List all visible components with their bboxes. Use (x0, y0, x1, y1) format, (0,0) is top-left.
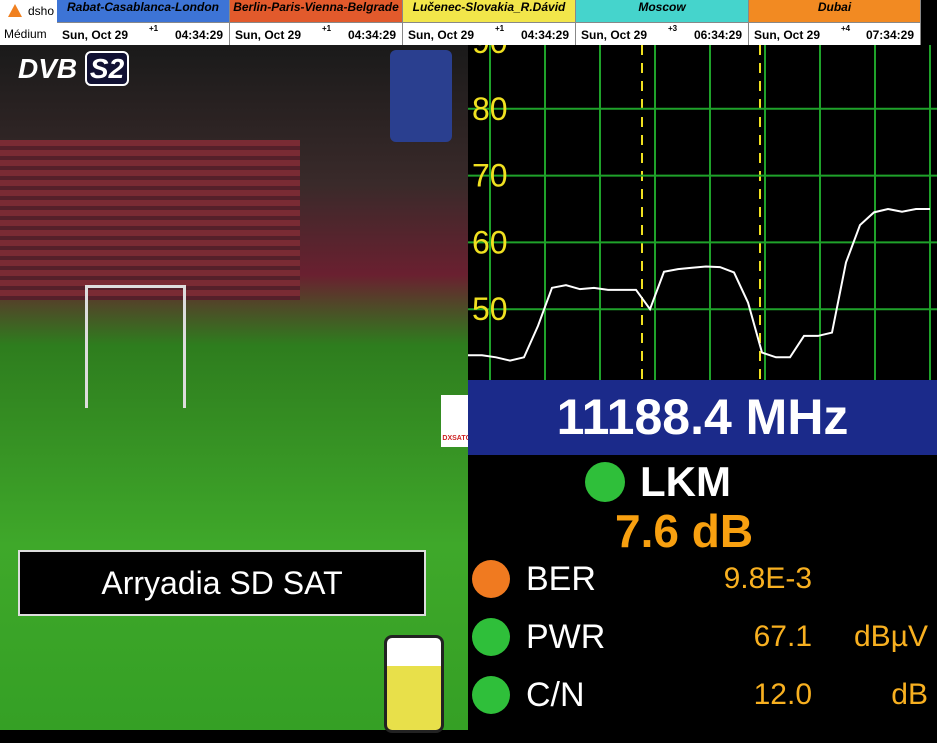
clock-row: Sun, Oct 29 +4 07:34:29 (749, 23, 920, 45)
ok-icon (472, 618, 510, 656)
time: 06:34:29 (693, 28, 742, 42)
date: Sun, Oct 29 (235, 28, 302, 42)
spectrum: 50 60 70 80 90 (468, 45, 937, 380)
lock-icon (585, 462, 625, 502)
time: 07:34:29 (865, 28, 914, 42)
clock-row: Sun, Oct 29 +3 06:34:29 (576, 23, 748, 45)
meas-unit: dBµV (854, 620, 928, 653)
offset: +1 (495, 24, 505, 33)
clock-row: Sun, Oct 29 +1 04:34:29 (403, 23, 575, 45)
city: Moscow (576, 0, 748, 23)
city: Dubai (749, 0, 920, 23)
meas-value: 67.1 (753, 620, 812, 653)
y-tick-label: 60 (472, 224, 508, 260)
clock: Lučenec-Slovakia_R.Dávid Sun, Oct 29 +1 04:… (403, 0, 576, 45)
date: Sun, Oct 29 (408, 28, 475, 42)
date: Sun, Oct 29 (754, 28, 821, 42)
meas-unit: dB (891, 678, 928, 711)
clock: Berlin-Paris-Vienna-Belgrade Sun, Oct 29 +… (230, 0, 403, 45)
app-cell: dsho Médium (0, 0, 57, 45)
app-name: dsho (28, 4, 55, 18)
offset: +3 (668, 24, 678, 33)
clock: Rabat-Casablanca-London Sun, Oct 29 +1 04:3… (57, 0, 230, 45)
battery (384, 635, 444, 733)
video: DVB S2 Arryadia SD SAT DXSATCS.COM (0, 45, 495, 733)
date: Sun, Oct 29 (62, 28, 129, 42)
city: Rabat-Casablanca-London (57, 0, 229, 23)
meas-value: 12.0 (753, 678, 812, 711)
trace (468, 207, 930, 362)
y-tick-label: 90 (472, 45, 508, 60)
offset: +1 (322, 24, 332, 33)
y-tick-label: 70 (472, 158, 508, 194)
lock-value: 7.6 dB (615, 505, 754, 557)
logo-dvb: DVB (18, 53, 78, 84)
meas-label: PWR (526, 618, 606, 656)
channel-name: Arryadia SD SAT (18, 550, 426, 616)
vlc-icon (8, 4, 22, 17)
offset: +1 (149, 24, 159, 33)
frequency: 11188.4 MHz (468, 380, 937, 455)
fail-icon (472, 560, 510, 598)
time: 04:34:29 (520, 28, 569, 42)
stands (0, 140, 300, 300)
clock: Moscow Sun, Oct 29 +3 06:34:29 (576, 0, 749, 45)
ok-icon (472, 676, 510, 714)
clock-row: Sun, Oct 29 +1 04:34:29 (230, 23, 402, 45)
lock-status: LKM (640, 458, 731, 505)
logo-s2: S2 (84, 51, 130, 86)
meas-label: C/N (526, 676, 585, 714)
channel-logo (390, 50, 452, 142)
clock-row: Sun, Oct 29 +1 04:34:29 (57, 23, 229, 45)
date: Sun, Oct 29 (581, 28, 648, 42)
y-tick-label: 80 (472, 91, 508, 127)
mode: Médium (4, 27, 47, 41)
offset: +4 (841, 24, 851, 33)
y-tick-label: 50 (472, 291, 508, 327)
meas-value: 9.8E-3 (723, 562, 812, 595)
time: 04:34:29 (174, 28, 223, 42)
city: Lučenec-Slovakia_R.Dávid (403, 0, 575, 23)
clock: Dubai Sun, Oct 29 +4 07:34:29 (749, 0, 921, 45)
dvb-logo: DVB S2 (18, 51, 136, 87)
meas-label: BER (526, 560, 596, 598)
plot-bg (468, 45, 937, 380)
goal (85, 285, 186, 408)
time: 04:34:29 (347, 28, 396, 42)
city: Berlin-Paris-Vienna-Belgrade (230, 0, 402, 23)
